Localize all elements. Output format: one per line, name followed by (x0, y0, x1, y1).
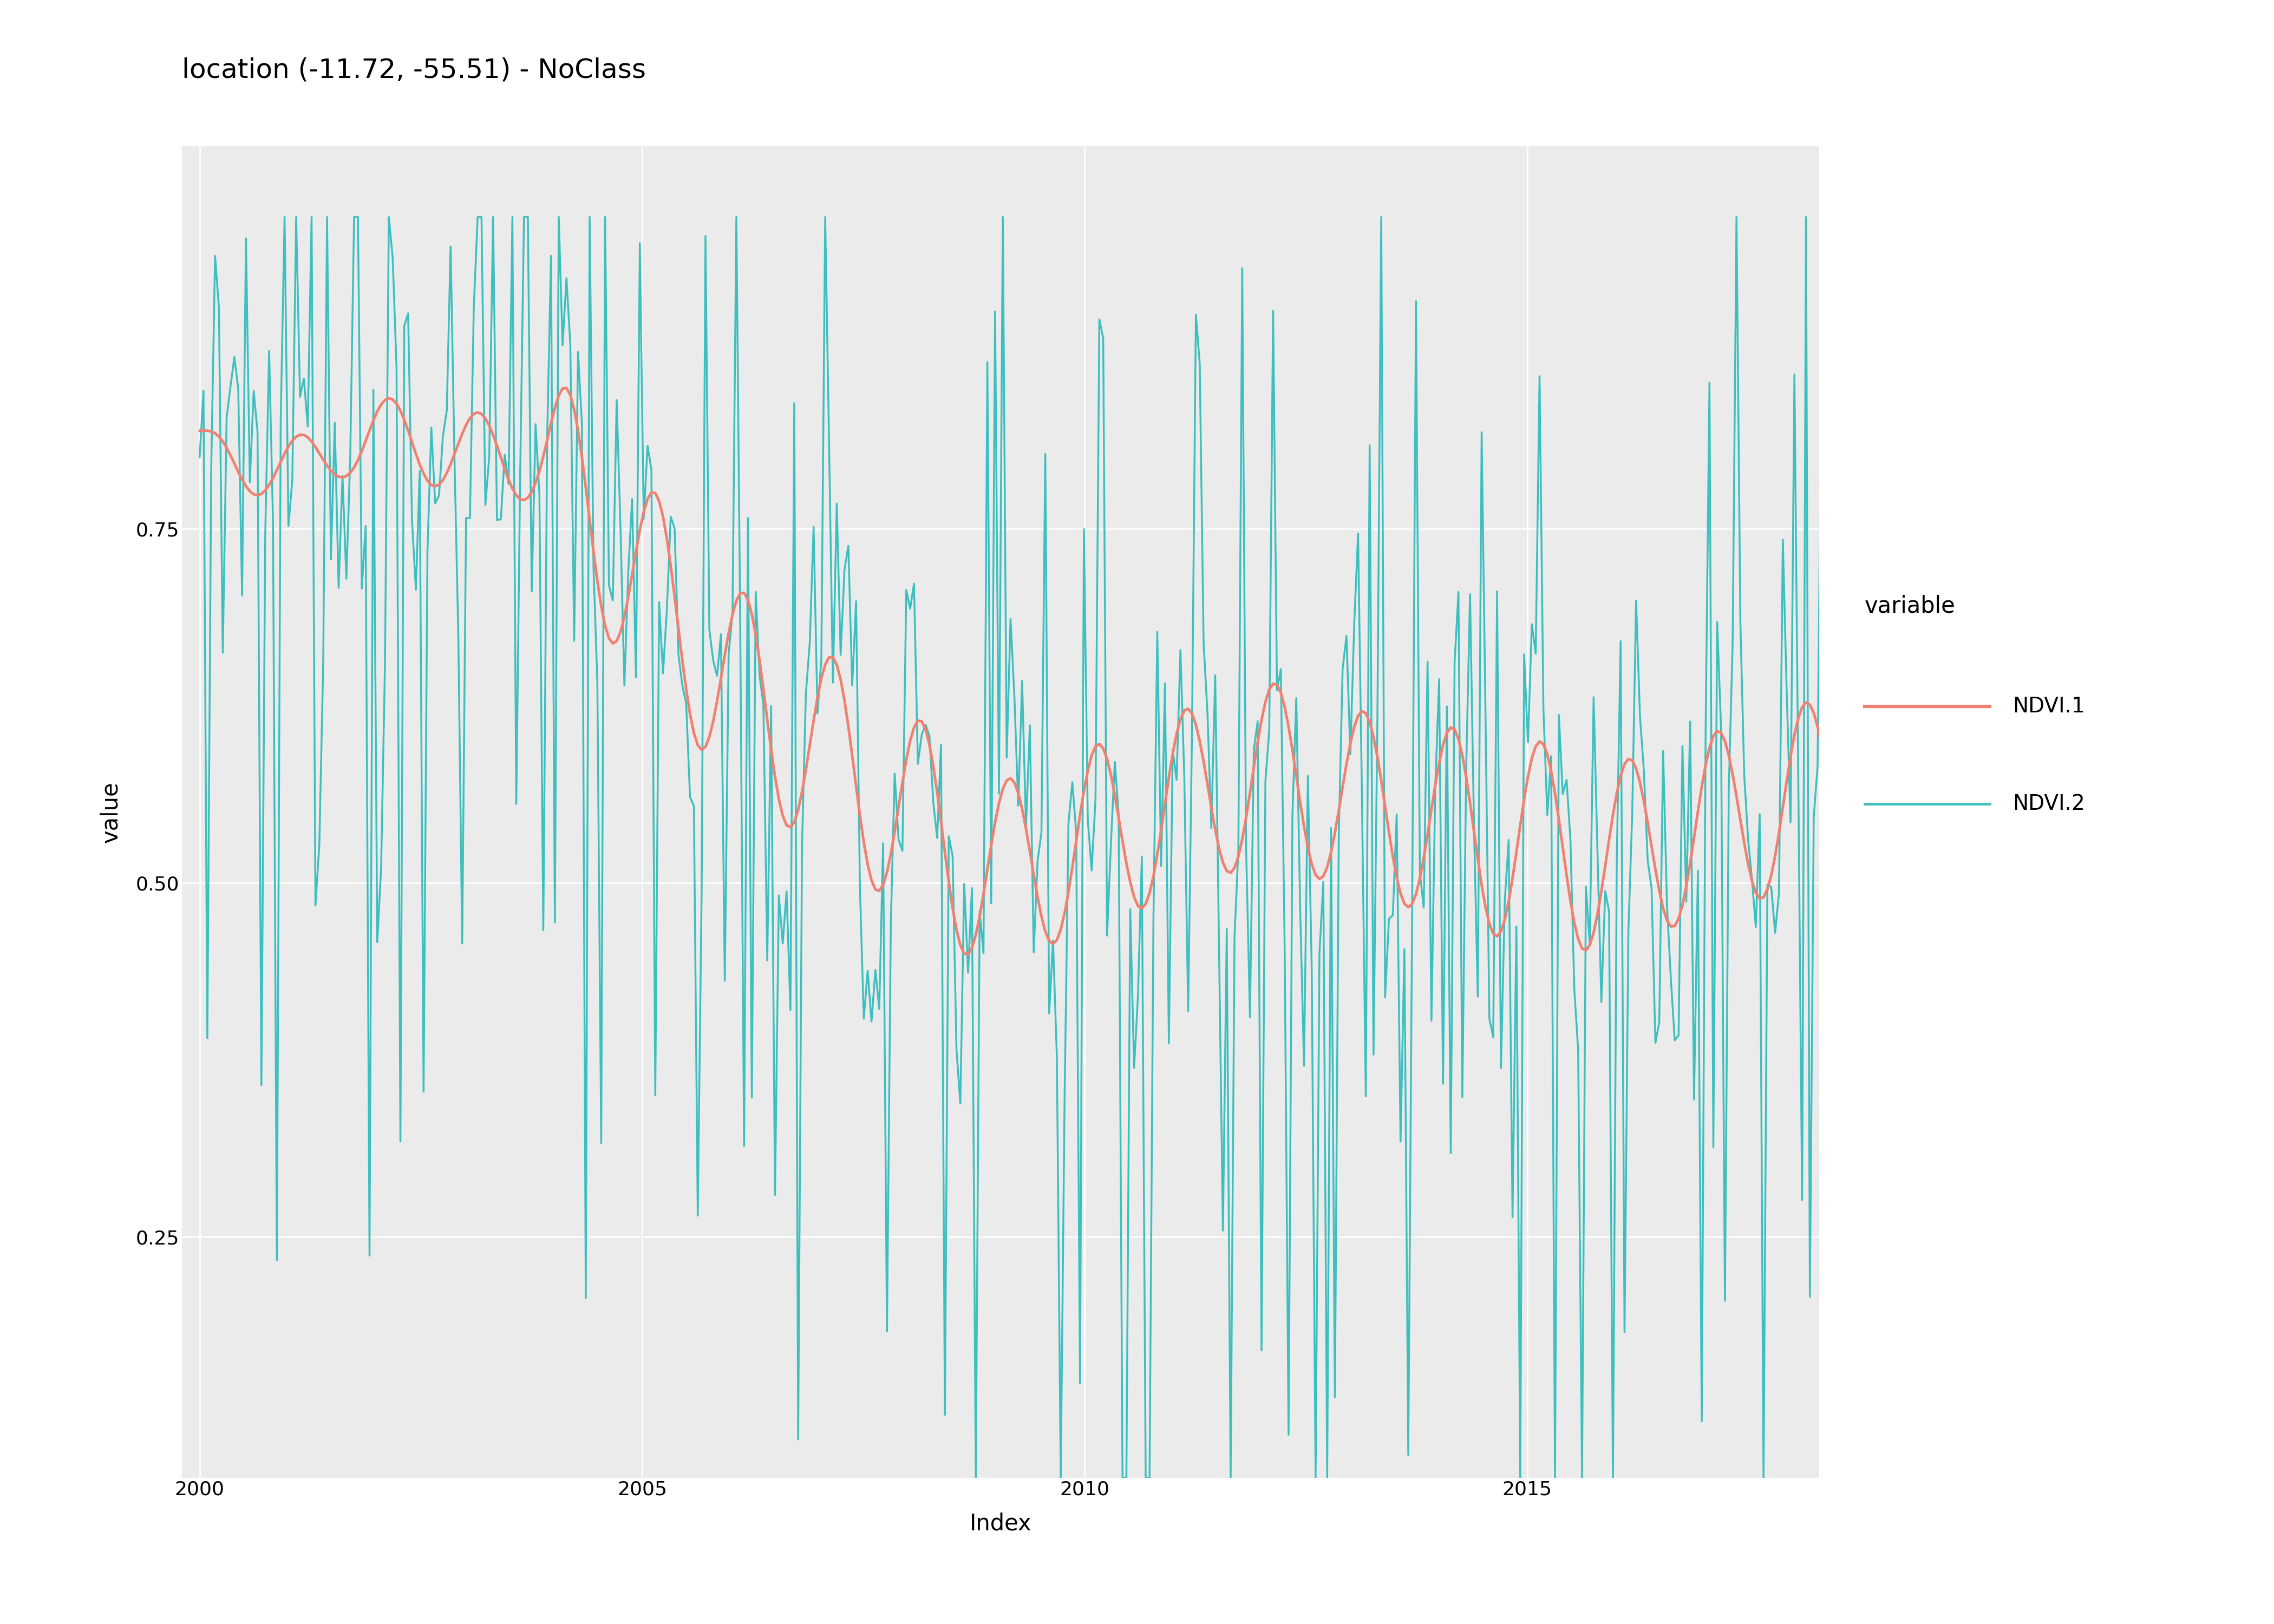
Text: location (-11.72, -55.51) - NoClass: location (-11.72, -55.51) - NoClass (182, 57, 646, 83)
Y-axis label: value: value (100, 781, 123, 843)
Text: NDVI.2: NDVI.2 (2012, 794, 2085, 814)
X-axis label: Index: Index (969, 1512, 1032, 1535)
Text: variable: variable (1865, 594, 1956, 617)
Text: NDVI.1: NDVI.1 (2012, 697, 2085, 716)
